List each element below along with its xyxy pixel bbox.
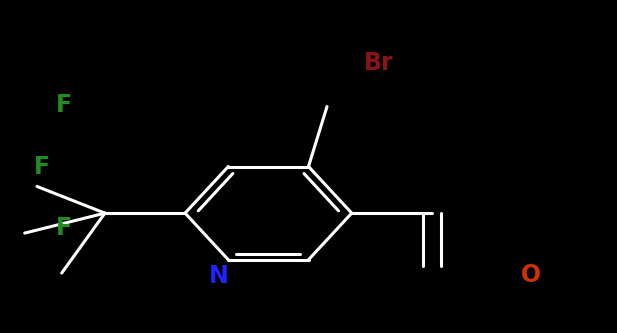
Text: Br: Br	[364, 51, 394, 75]
Text: N: N	[209, 264, 229, 288]
Text: O: O	[521, 263, 542, 287]
Text: F: F	[34, 155, 50, 178]
Text: F: F	[56, 93, 72, 117]
Text: F: F	[56, 216, 72, 240]
